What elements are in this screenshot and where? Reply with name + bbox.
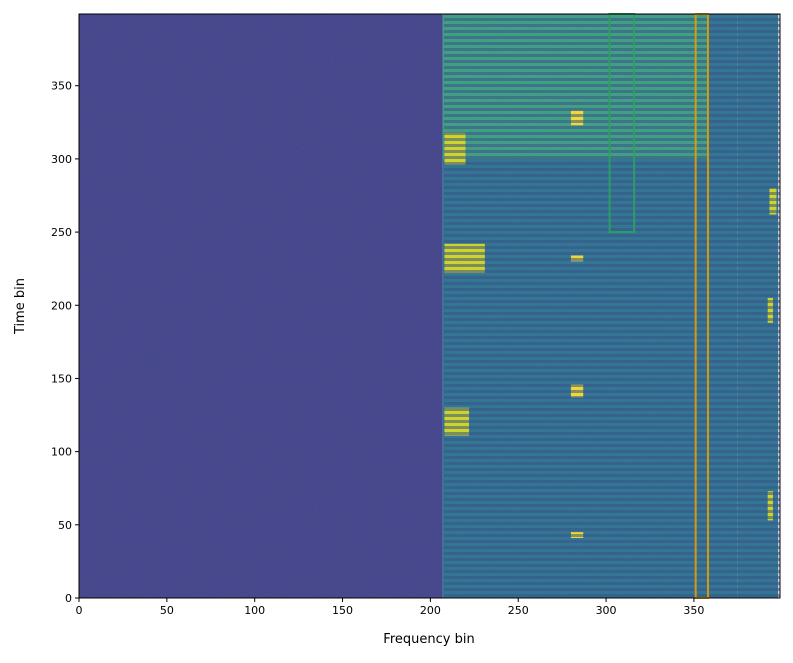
y-tick-label: 100 (51, 446, 72, 459)
y-axis-label: Time bin (13, 278, 28, 335)
x-tick-label: 250 (508, 604, 529, 617)
y-tick-label: 250 (51, 226, 72, 239)
overlay (79, 14, 780, 598)
y-tick-label: 300 (51, 153, 72, 166)
y-tick-label: 350 (51, 80, 72, 93)
stripes (444, 14, 780, 598)
x-tick-label: 300 (596, 604, 617, 617)
x-tick-label: 0 (76, 604, 83, 617)
y-tick-label: 200 (51, 299, 72, 312)
frame (78, 13, 781, 599)
x-tick-label: 150 (332, 604, 353, 617)
y-tick-label: 0 (65, 592, 72, 605)
x-tick-label: 100 (244, 604, 265, 617)
x-tick-label: 350 (683, 604, 704, 617)
x-axis-label: Frequency bin (383, 632, 474, 647)
x-tick-label: 50 (160, 604, 174, 617)
y-tick-label: 150 (51, 372, 72, 385)
x-tick-label: 200 (420, 604, 441, 617)
y-tick-label: 50 (58, 519, 72, 532)
